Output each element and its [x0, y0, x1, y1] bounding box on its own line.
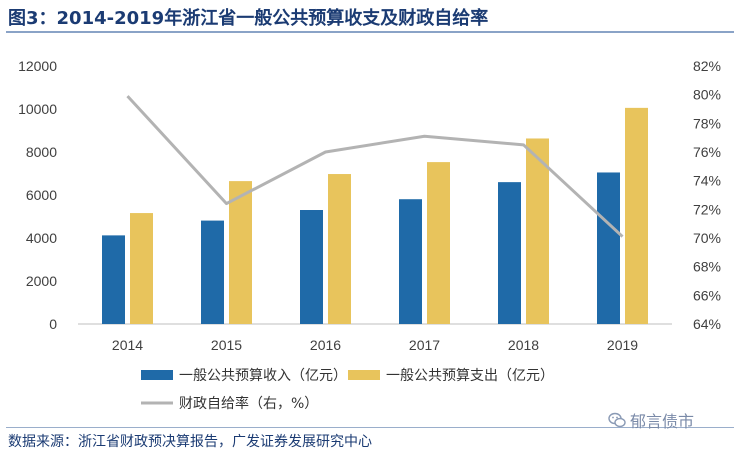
revenue-bar [399, 199, 422, 324]
y-left-tick-label: 8000 [26, 144, 57, 160]
watermark-text: 郁言债市 [630, 412, 695, 431]
expenditure-bar [427, 162, 450, 324]
legend-expenditure-swatch [348, 370, 380, 380]
y-right-tick-label: 70% [693, 230, 721, 246]
x-tick-label: 2019 [607, 337, 638, 353]
x-tick-label: 2017 [409, 337, 440, 353]
revenue-bar [597, 172, 620, 324]
footer-divider [6, 427, 734, 428]
y-right-tick-label: 76% [693, 144, 721, 160]
y-right-tick-label: 66% [693, 287, 721, 303]
legend-expenditure-label: 一般公共预算支出（亿元） [386, 368, 554, 384]
y-left-tick-label: 12000 [18, 58, 57, 74]
y-left-tick-label: 4000 [26, 230, 57, 246]
y-right-tick-label: 74% [693, 173, 721, 189]
x-tick-label: 2014 [112, 337, 143, 353]
y-right-tick-label: 72% [693, 201, 721, 217]
title-divider [6, 31, 734, 33]
legend-revenue-swatch [141, 370, 173, 380]
expenditure-bar [229, 181, 252, 324]
y-left-tick-label: 0 [49, 316, 57, 332]
chart-bars [102, 107, 648, 324]
revenue-bar [498, 182, 521, 324]
ratio-line [126, 95, 624, 238]
expenditure-bar [130, 213, 153, 324]
y-right-tick-label: 64% [693, 316, 721, 332]
x-tick-label: 2016 [310, 337, 341, 353]
x-tick-label: 2018 [508, 337, 539, 353]
chart-legend: 一般公共预算收入（亿元） 一般公共预算支出（亿元） 财政自给率（右，%） [141, 368, 554, 412]
chart-line [126, 95, 624, 238]
revenue-bar [201, 220, 224, 324]
expenditure-bar [625, 107, 648, 324]
y-left-tick-label: 2000 [26, 273, 57, 289]
y-right-tick-label: 82% [693, 58, 721, 74]
legend-ratio-label: 财政自给率（右，%） [179, 395, 318, 412]
chart-title: 图3：2014-2019年浙江省一般公共预算收支及财政自给率 [8, 8, 489, 29]
y-right-tick-label: 78% [693, 115, 721, 131]
chart-ticks: 0 2000 4000 6000 8000 10000 12000 64% 66% 68% 70% 7… [18, 58, 721, 353]
y-right-tick-label: 68% [693, 259, 721, 275]
legend-revenue-label: 一般公共预算收入（亿元） [179, 368, 347, 384]
watermark: 郁言债市 [608, 408, 694, 432]
data-source: 数据来源：浙江省财政预决算报告，广发证券发展研究中心 [8, 434, 372, 450]
wechat-icon [608, 412, 626, 428]
revenue-bar [102, 235, 125, 324]
y-right-tick-label: 80% [693, 87, 721, 103]
y-left-tick-label: 10000 [18, 101, 57, 117]
x-tick-label: 2015 [211, 337, 242, 353]
expenditure-bar [328, 174, 351, 324]
revenue-bar [300, 210, 323, 324]
expenditure-bar [526, 138, 549, 324]
y-left-tick-label: 6000 [26, 187, 57, 203]
